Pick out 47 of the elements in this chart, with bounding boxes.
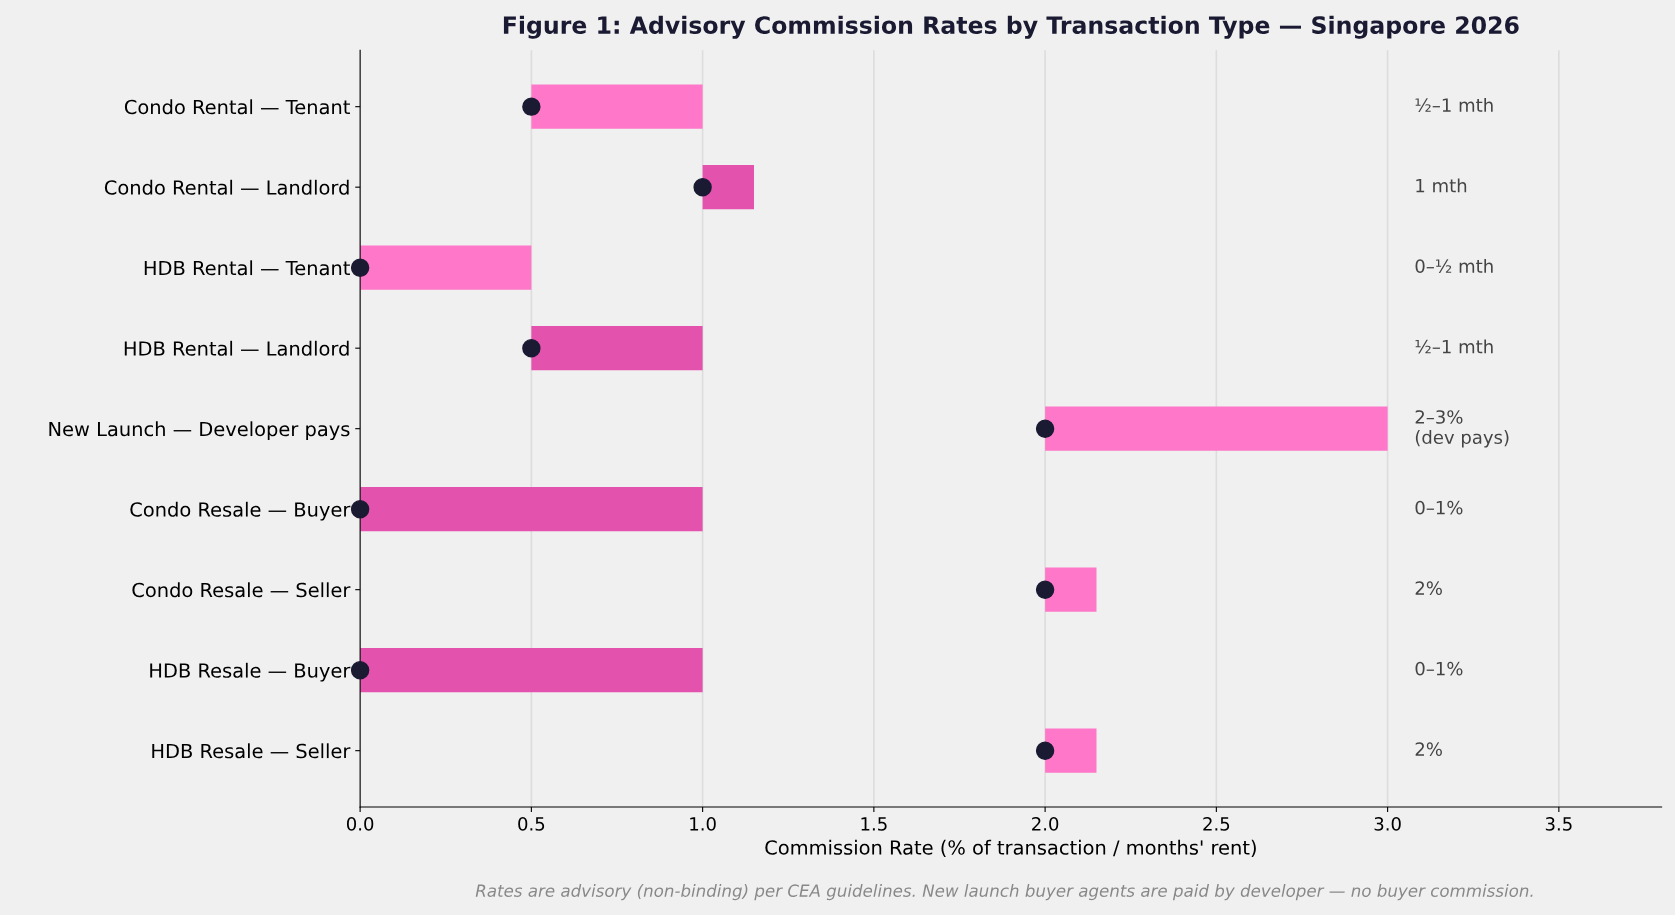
annotation: 0–1% (1415, 500, 1463, 515)
point (1035, 419, 1055, 438)
y-tick-label: HDB Resale — Buyer (150, 662, 351, 682)
y-tick-label: Condo Rental — Tenant (124, 99, 350, 115)
bar (1045, 728, 1097, 773)
point (1035, 741, 1055, 760)
point (522, 97, 541, 116)
y-tick-label: New Launch — Developer pays (49, 421, 350, 441)
x-tick-label: 2.5 (1203, 817, 1230, 831)
x-tick-label: 3.5 (1545, 817, 1572, 831)
point (350, 660, 370, 680)
y-tick-label: HDB Rental — Tenant (144, 260, 350, 276)
point (350, 258, 370, 277)
x-tick-label: 2.0 (1032, 817, 1059, 831)
annotation: ½–1 mth (1415, 97, 1493, 112)
y-tick-label: HDB Rental — Landlord (124, 340, 349, 356)
x-axis-title: Commission Rate (% of transaction / months' rent) (765, 839, 1256, 858)
text: Rates are advisory (non-binding) per CEA guidelines. New launch buyer agents are paid by developer — no buyer commission. (475, 884, 1533, 901)
x-tick-label: 3.0 (1374, 817, 1401, 831)
x-tick-label: 1.0 (690, 817, 716, 831)
bar (360, 648, 703, 693)
x-tick-label: 0.0 (346, 817, 374, 831)
annotation: 0–1% (1415, 661, 1463, 676)
y-tick-label: Condo Resale — Seller (132, 582, 351, 598)
annotation: 0–½ mth (1415, 258, 1493, 273)
annotation: 1 mth (1416, 178, 1467, 193)
point (522, 338, 541, 358)
point (1035, 580, 1055, 599)
annotation: ½–1 mth (1415, 339, 1493, 354)
annotation: 2% (1415, 581, 1442, 595)
bar (531, 84, 703, 129)
bar (360, 245, 532, 290)
annotation: 2% (1415, 742, 1442, 756)
x-tick-label: 1.5 (861, 817, 887, 831)
y-tick-label: Condo Resale — Buyer (130, 501, 351, 521)
annotation: 2–3% (dev pays) (1415, 410, 1509, 448)
point (693, 177, 712, 197)
bar (531, 326, 703, 371)
chart-title: Figure 1: Advisory Commission Rates by Transaction Type — Singapore 2026 (503, 15, 1519, 39)
x-tick-label: 0.5 (518, 817, 545, 831)
y-tick-label: HDB Resale — Seller (152, 743, 351, 759)
bar (360, 487, 703, 532)
point (350, 499, 370, 519)
bar (1045, 406, 1388, 451)
bar (702, 165, 754, 210)
bar (1045, 567, 1097, 612)
y-tick-label: Condo Rental — Landlord (104, 179, 349, 195)
